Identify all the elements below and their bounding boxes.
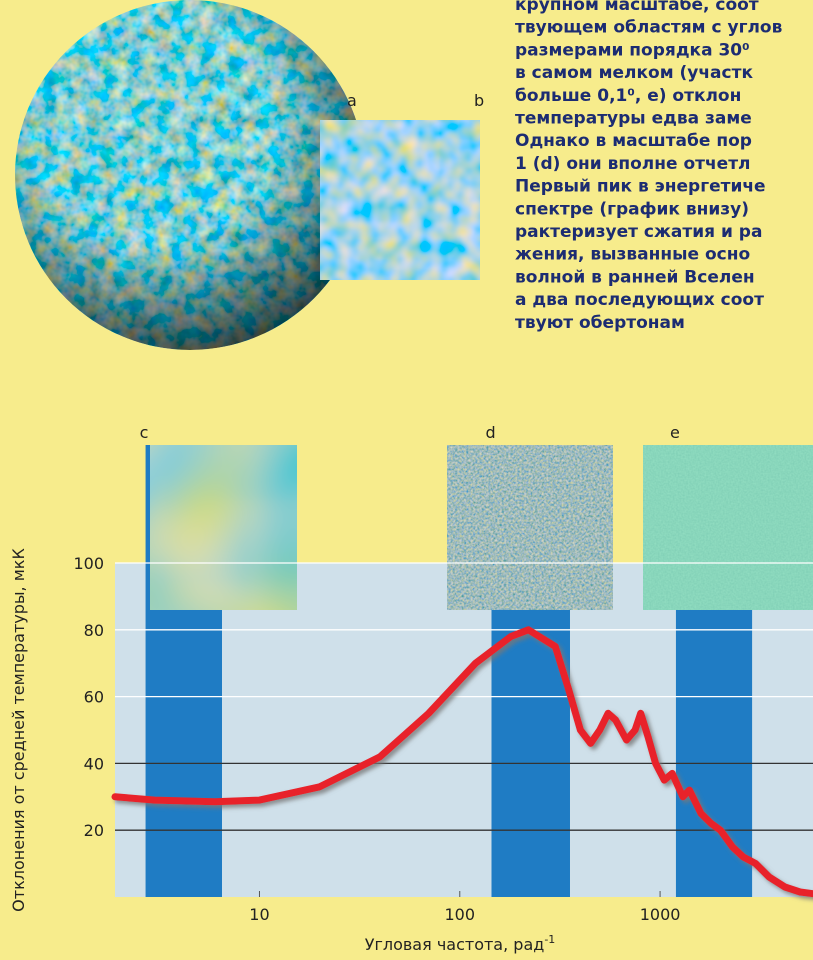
inset-d [447, 445, 613, 610]
y-tick-label: 80 [84, 621, 104, 640]
caption-line: жения, вызванные осно [515, 245, 750, 265]
x-tick-label: 10 [249, 905, 269, 924]
y-axis-label: Отклонения от средней температуры, мкК [9, 548, 28, 912]
y-tick-label: 40 [84, 754, 104, 773]
x-tick-label: 1000 [640, 905, 681, 924]
caption-line: температуры едва заме [515, 109, 752, 129]
caption-line: в самом мелком (участк [515, 63, 753, 83]
y-tick-label: 60 [84, 688, 104, 707]
inset-e [643, 445, 813, 610]
sphere [15, 0, 365, 350]
x-axis-label-sup: -1 [544, 933, 555, 946]
caption-line: твующем областям с углов [515, 18, 783, 38]
y-tick-label: 100 [73, 554, 104, 573]
figure-label: b [474, 91, 484, 110]
figure-label: a [347, 91, 357, 110]
caption-line: размерами порядка 30⁰ [515, 40, 750, 60]
x-axis-label-text: Угловая частота, рад [365, 935, 545, 954]
caption-line: рактеризует сжатия и ра [515, 222, 762, 242]
band-label: c [140, 423, 149, 442]
band-label: e [670, 423, 680, 442]
page: a b крупном масштабе, соот твующем област… [0, 0, 813, 960]
caption-line: волной в ранней Вселен [515, 267, 755, 287]
y-tick-label: 20 [84, 821, 104, 840]
caption-line: твуют обертонам [515, 313, 685, 333]
caption-line: больше 0,1⁰, e) отклон [515, 86, 741, 106]
caption-line: 1 (d) они вполне отчетл [515, 154, 751, 174]
caption-line: крупном масштабе, соот [515, 0, 759, 15]
x-tick-label: 100 [445, 905, 476, 924]
x-axis-label: Угловая частота, рад-1 [365, 933, 556, 954]
caption-line: Первый пик в энергетиче [515, 177, 766, 197]
caption-line: Однако в масштабе пор [515, 131, 752, 151]
caption-line: а два последующих соот [515, 290, 764, 310]
inset-c [150, 445, 297, 610]
band-label: d [485, 423, 495, 442]
patch-b [320, 120, 480, 280]
caption-line: спектре (график внизу) [515, 199, 749, 219]
